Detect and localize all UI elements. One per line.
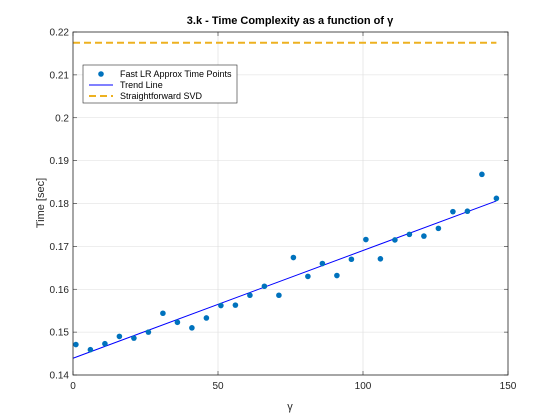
data-point bbox=[363, 236, 369, 243]
data-point bbox=[174, 319, 181, 326]
legend: Fast LR Approx Time Points Trend Line St… bbox=[82, 64, 238, 104]
data-point bbox=[464, 208, 471, 215]
data-point bbox=[247, 292, 253, 299]
x-tick-label: 150 bbox=[500, 381, 517, 392]
y-tick-label: 0.22 bbox=[50, 28, 70, 39]
data-point bbox=[290, 254, 297, 261]
data-point bbox=[203, 315, 210, 321]
data-point bbox=[319, 260, 326, 267]
data-point bbox=[87, 346, 94, 353]
data-point bbox=[348, 256, 355, 263]
trend-line-series bbox=[72, 200, 497, 359]
legend-label-trend: Trend Line bbox=[120, 80, 163, 90]
data-point bbox=[421, 233, 427, 239]
y-tick-label: 0.19 bbox=[50, 156, 70, 167]
data-point bbox=[145, 329, 152, 335]
legend-label-points: Fast LR Approx Time Points bbox=[120, 69, 232, 79]
y-axis-label: Time [sec] bbox=[35, 178, 47, 228]
data-point bbox=[218, 302, 224, 309]
x-tick-label: 50 bbox=[212, 381, 224, 392]
data-point bbox=[450, 208, 456, 215]
data-point bbox=[435, 225, 442, 232]
data-point bbox=[261, 283, 268, 290]
data-point bbox=[131, 335, 137, 341]
y-tick-label: 0.14 bbox=[50, 371, 70, 382]
x-axis-label: γ bbox=[287, 401, 293, 413]
y-tick-label: 0.21 bbox=[50, 70, 70, 81]
data-point bbox=[305, 273, 311, 280]
data-point bbox=[73, 341, 79, 348]
y-tick-label: 0.18 bbox=[50, 199, 70, 210]
data-point bbox=[479, 171, 485, 178]
scatter-series bbox=[73, 171, 500, 353]
data-point bbox=[377, 256, 384, 262]
axes: 0 50 100 150 0.14 0.15 0.16 0.17 0.18 0.19 0.2 0.21… bbox=[50, 28, 517, 393]
chart-title: 3.k - Time Complexity as a function of γ bbox=[187, 15, 394, 27]
data-point bbox=[276, 292, 282, 299]
legend-marker-points bbox=[98, 71, 104, 77]
legend-box bbox=[82, 64, 238, 104]
y-tick-label: 0.16 bbox=[50, 285, 70, 296]
data-point bbox=[392, 237, 398, 243]
data-point bbox=[406, 231, 413, 238]
data-point bbox=[334, 272, 340, 279]
legend-label-svd: Straightforward SVD bbox=[120, 91, 203, 101]
data-point bbox=[189, 325, 195, 331]
x-tick-label: 100 bbox=[355, 381, 372, 392]
data-point bbox=[232, 302, 239, 308]
data-point bbox=[160, 310, 166, 317]
y-tick-label: 0.2 bbox=[55, 113, 69, 124]
y-tick-label: 0.15 bbox=[50, 328, 70, 339]
data-point bbox=[493, 195, 500, 202]
trend-line bbox=[72, 200, 497, 359]
y-tick-label: 0.17 bbox=[50, 242, 70, 253]
x-tick-label: 0 bbox=[70, 381, 76, 392]
data-point bbox=[116, 333, 123, 340]
data-point bbox=[102, 340, 108, 347]
